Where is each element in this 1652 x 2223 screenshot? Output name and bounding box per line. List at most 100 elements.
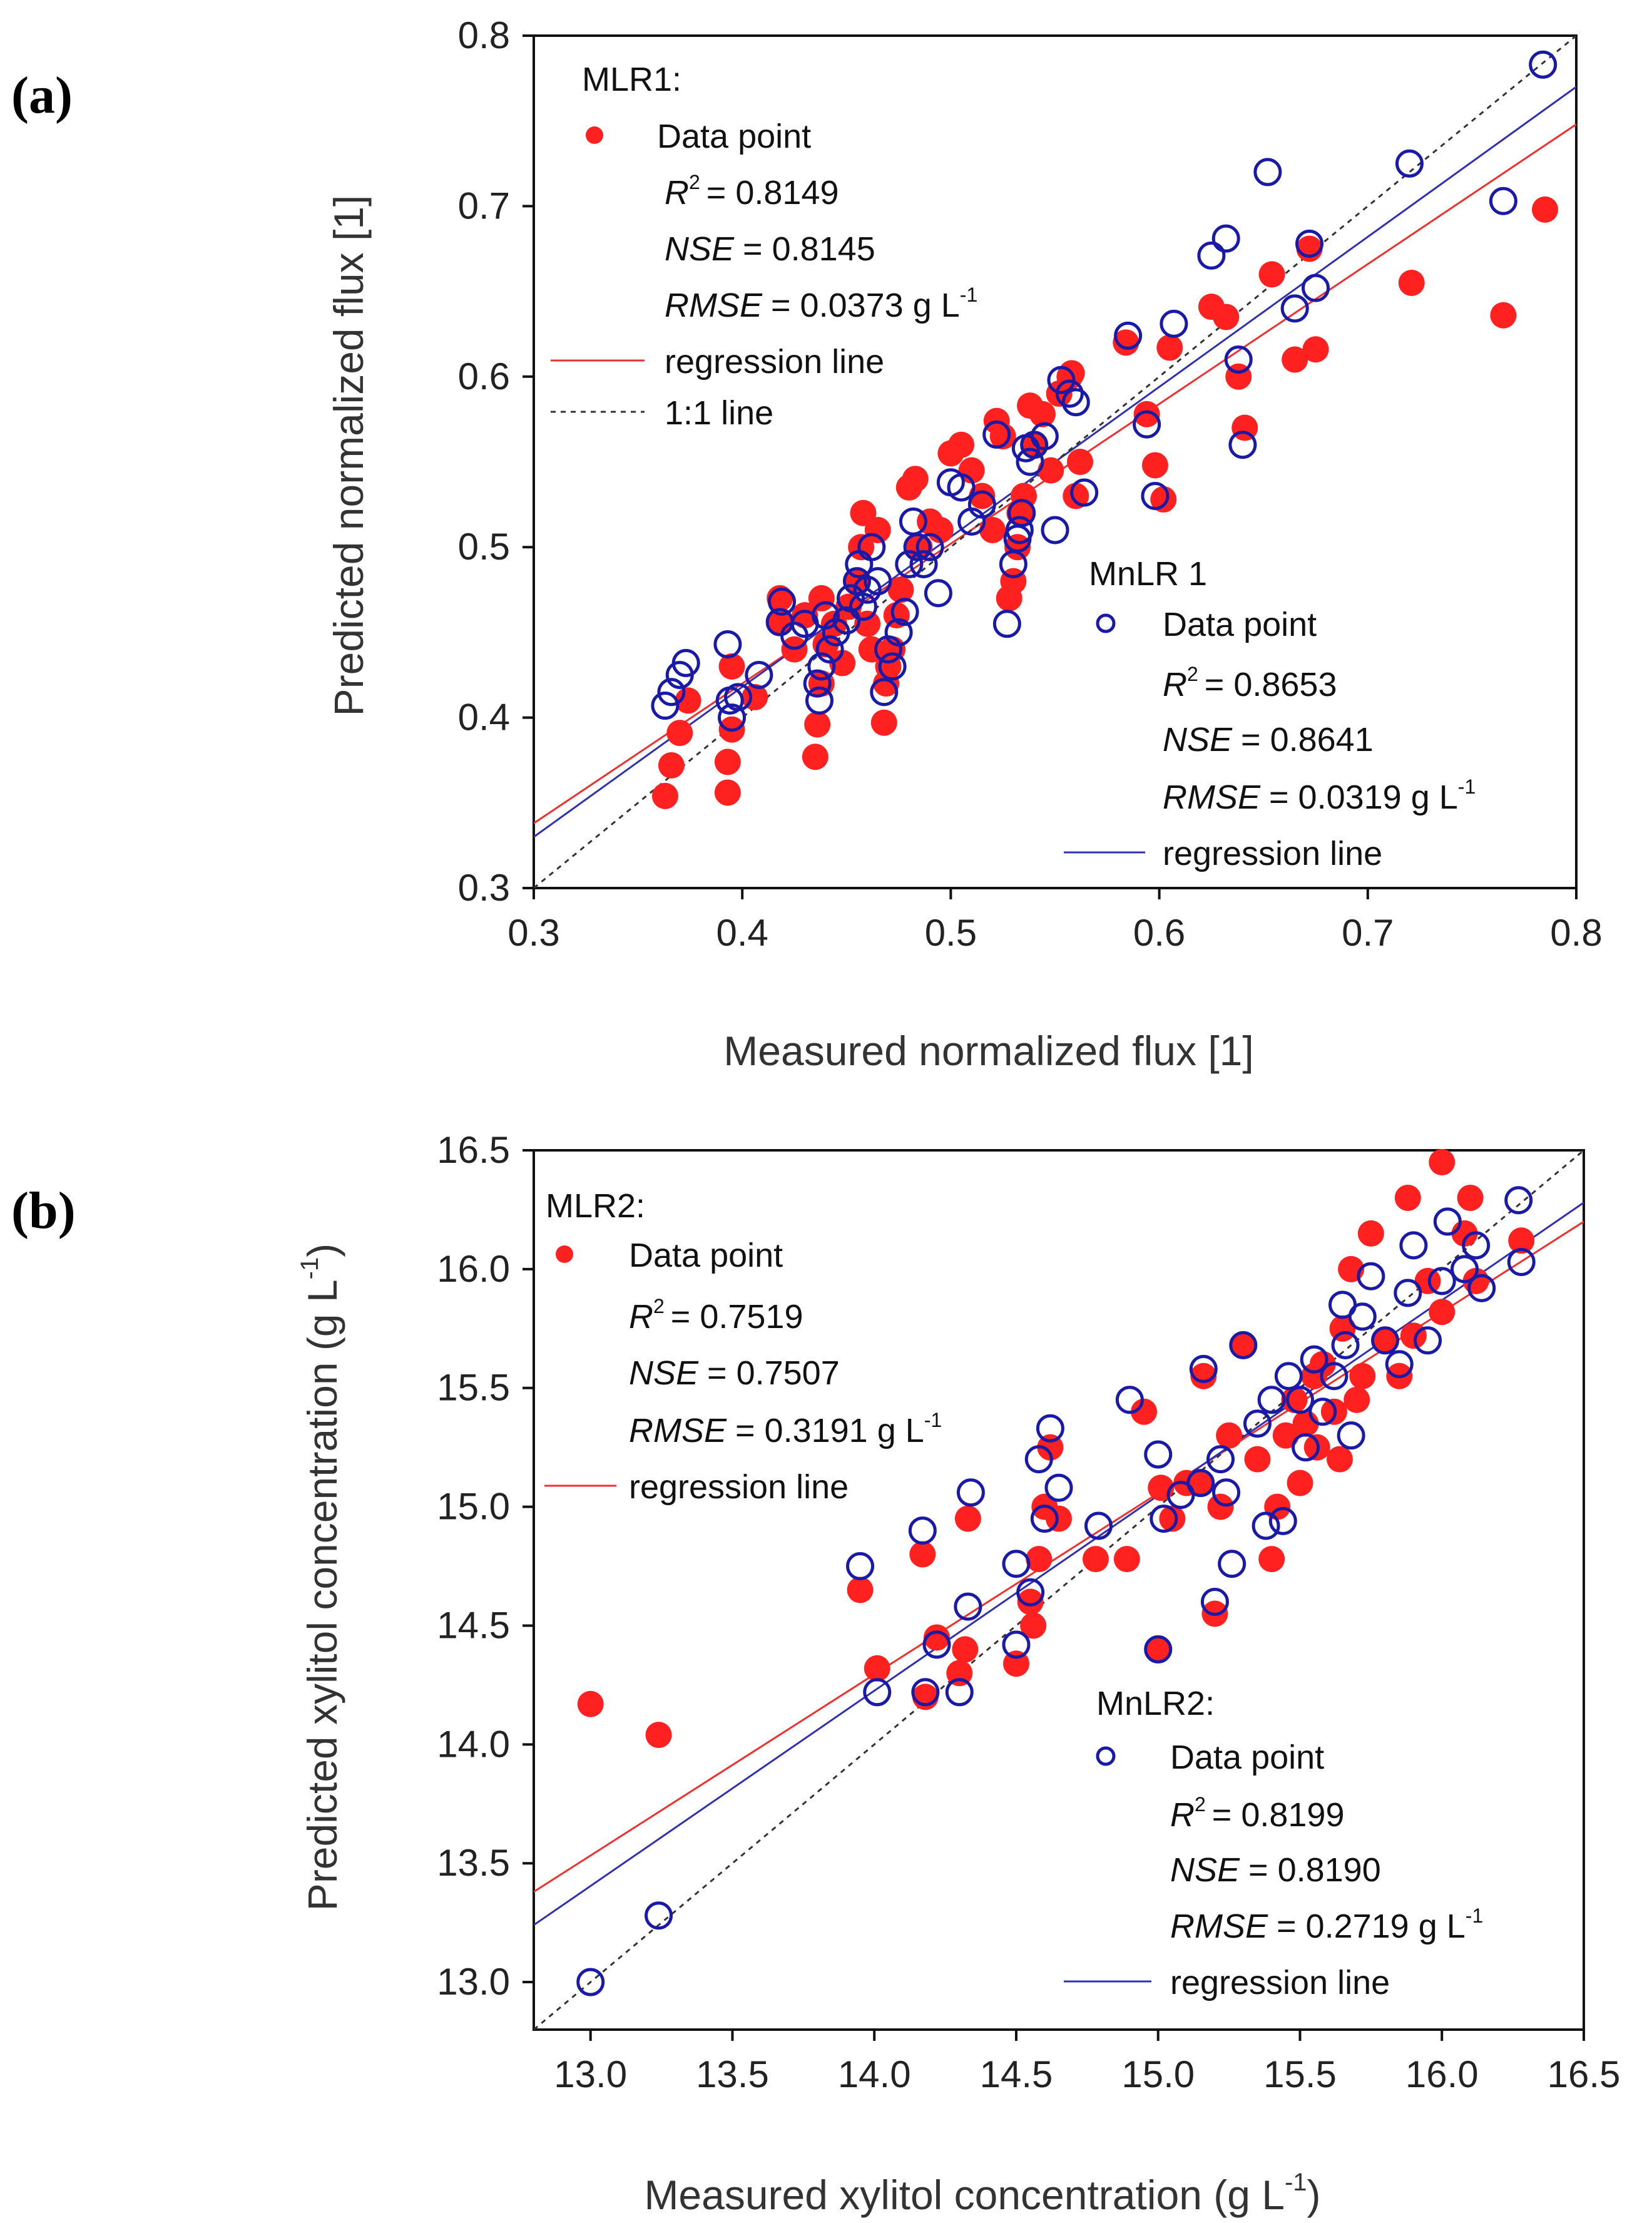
legend-filled-marker	[556, 1245, 573, 1263]
legend-regression-label: regression line	[629, 1468, 849, 1506]
panel-b-open-point-43	[1348, 1302, 1377, 1331]
panel-b-y-tick-label-7: 16.5	[437, 1129, 510, 1171]
panel-b-open-point-30	[1243, 1409, 1272, 1438]
panel-b-filled-point-31	[1258, 1546, 1285, 1573]
panel-b-open-point-20	[1144, 1635, 1173, 1663]
panel-a-x-tick-label-3: 0.6	[1133, 912, 1185, 954]
panel-b-filled-point-49	[1394, 1184, 1421, 1211]
panel-a-open-point-58	[1133, 410, 1161, 439]
panel-b-x-tick-label-2: 14.0	[838, 2053, 911, 2095]
panel-a-open-point-14	[805, 686, 834, 715]
panel-b-open-point-50	[1427, 1267, 1456, 1295]
panel-b-open-point-53	[1462, 1231, 1491, 1260]
panel-a-open-point-8	[745, 661, 773, 689]
panel-a-open-point-27	[870, 678, 899, 707]
panel-a-filled-point-73	[1490, 302, 1517, 329]
panel-b-open-point-26	[1206, 1445, 1235, 1474]
panel-a-open-point-36	[915, 533, 944, 561]
panel-b-filled-point-35	[1287, 1469, 1313, 1496]
panel-a-series-open	[651, 50, 1558, 732]
panel-b-x-tick-label-0: 13.0	[554, 2053, 627, 2095]
panel-b-filled-point-4	[909, 1541, 936, 1568]
panel-a-open-point-32	[895, 549, 924, 578]
panel-b-open-point-45	[1371, 1326, 1400, 1355]
panel-a-x-axis-label: Measured normalized flux [1]	[723, 1028, 1253, 1074]
panel-a-filled-point-65	[1213, 304, 1240, 330]
panel-b-x-tick-label-3: 14.5	[980, 2053, 1053, 2095]
panel-a-open-point-70	[1489, 187, 1517, 215]
panel-a-y-tick-label-4: 0.7	[458, 185, 510, 227]
panel-a-open-point-47	[1007, 499, 1036, 528]
panel-a-open-point-69	[1395, 149, 1424, 178]
panel-a-filled-point-72	[1398, 269, 1425, 296]
panel-b-plot-area: 13.0 13.5 14.0 14.5 15.0 15.5 16.0 16.5 13.0 13.5…	[437, 1129, 1620, 2095]
panel-b-open-point-6	[922, 1630, 951, 1659]
legend-data-point-label: Data point	[1170, 1739, 1324, 1776]
panel-b-filled-point-3	[864, 1655, 890, 1682]
panel-b-open-point-54	[1467, 1274, 1496, 1302]
panel-a-filled-point-7	[718, 653, 745, 680]
panel-b-filled-point-16	[1046, 1505, 1072, 1532]
panel-b-open-point-19	[1144, 1440, 1173, 1469]
legend-nse: NSE = 0.8641	[1163, 721, 1374, 759]
panel-b-legend-mnlr2: MnLR2: Data point R2 = 0.8199 NSE = 0.8190…	[1064, 1685, 1483, 2001]
panel-b-open-point-16	[1044, 1473, 1073, 1502]
panel-a-plot-frame	[533, 34, 1578, 889]
panel-b-filled-point-29	[1230, 1332, 1257, 1359]
panel-b-filled-point-32	[1264, 1493, 1291, 1520]
panel-b-open-point-51	[1433, 1207, 1462, 1236]
panel-a-open-point-29	[878, 652, 907, 681]
panel-a-open-point-66	[1280, 294, 1309, 323]
panel-b-filled-point-11	[1017, 1588, 1044, 1615]
panel-a-filled-point-70	[1296, 235, 1323, 262]
panel-b-open-point-1	[645, 1901, 673, 1930]
panel-a-open-point-60	[1160, 309, 1188, 338]
panel-b-open-point-35	[1285, 1386, 1314, 1414]
panel-a-filled-point-14	[804, 711, 831, 738]
legend-data-point-label: Data point	[657, 118, 811, 155]
panel-b-y-tick-label-3: 14.5	[437, 1604, 510, 1646]
panel-a-open-point-54	[1055, 379, 1084, 408]
panel-b-open-point-18	[1115, 1386, 1144, 1414]
panel-b-open-point-56	[1507, 1247, 1536, 1276]
panel-b-open-point-52	[1451, 1255, 1479, 1284]
panel-a-filled-point-23	[850, 499, 877, 526]
panel-b-filled-point-50	[1400, 1322, 1427, 1349]
panel-b-open-point-46	[1385, 1350, 1414, 1379]
panel-a-y-tick-label-5: 0.8	[458, 14, 510, 56]
legend-nse: NSE = 0.7507	[629, 1354, 840, 1392]
panel-b-open-point-9	[956, 1478, 985, 1507]
panel-b-open-point-4	[908, 1516, 937, 1545]
panel-b-filled-point-28	[1216, 1422, 1243, 1449]
panel-a-open-point-23	[849, 593, 877, 621]
panel-a-open-point-19	[832, 606, 861, 635]
panel-b-open-point-37	[1300, 1345, 1328, 1374]
panel-b-open-point-2	[846, 1552, 875, 1581]
panel-a-y-tick-label-2: 0.5	[458, 526, 510, 568]
panel-b-y-tick-label-5: 15.5	[437, 1367, 510, 1409]
panel-a-open-point-52	[1041, 516, 1069, 544]
panel-a-x-tick-label-5: 0.8	[1550, 912, 1602, 954]
panel-b-filled-point-36	[1292, 1410, 1319, 1437]
panel-b-filled-point-46	[1357, 1220, 1384, 1247]
panel-a-legend-mnlr1: MnLR 1 Data point R2 = 0.8653 NSE = 0.8641…	[1064, 555, 1476, 872]
panel-a-open-point-30	[884, 618, 913, 646]
panel-b-open-point-27	[1212, 1478, 1241, 1507]
legend-regression-label: regression line	[1170, 1964, 1390, 2001]
panel-b-filled-point-55	[1457, 1184, 1484, 1211]
panel-b-open-point-11	[1002, 1550, 1031, 1578]
panel-b-filled-point-1	[645, 1722, 672, 1749]
panel-b-filled-point-41	[1326, 1446, 1353, 1473]
panel-a-filled-point-62	[1150, 486, 1177, 513]
panel-a-open-point-7	[724, 683, 753, 712]
panel-b-open-point-12	[1016, 1578, 1045, 1607]
panel-a-filled-point-4	[714, 779, 741, 806]
panel-b-filled-point-0	[577, 1690, 604, 1717]
panel-a-x-tick-label-2: 0.5	[925, 912, 977, 954]
panel-b-label: (b)	[11, 1182, 76, 1240]
panel-b-filled-point-25	[1190, 1362, 1217, 1389]
panel-b-x-tick-label-1: 13.5	[696, 2053, 769, 2095]
panel-a-filled-point-58	[1066, 449, 1093, 475]
panel-b-filled-point-12	[1020, 1612, 1047, 1639]
panel-b-line-mnlr2-regression-line	[534, 1202, 1584, 1926]
